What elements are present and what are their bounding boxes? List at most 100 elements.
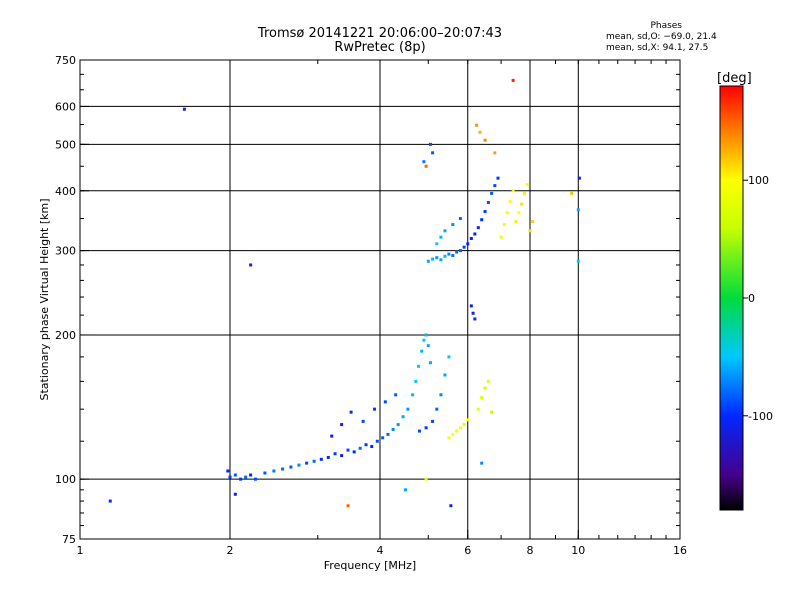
data-point [239, 477, 243, 481]
data-point [511, 189, 515, 193]
x-tick-label: 16 [673, 544, 687, 557]
data-point [272, 469, 276, 473]
data-point [475, 123, 479, 127]
data-point [373, 407, 377, 411]
data-point [435, 256, 439, 260]
data-point [476, 407, 480, 411]
phases-heading: Phases [650, 21, 682, 31]
data-point [364, 443, 368, 447]
data-point [263, 471, 267, 475]
data-point [514, 220, 518, 224]
data-point [249, 263, 253, 267]
data-point [480, 461, 484, 465]
data-point [226, 469, 230, 473]
data-point [424, 164, 428, 168]
data-point [490, 191, 494, 195]
data-point [447, 355, 451, 359]
data-point [333, 452, 337, 456]
data-point [493, 151, 497, 155]
data-point [517, 211, 521, 215]
plot-frame [79, 59, 681, 540]
data-point [383, 400, 387, 404]
data-point [486, 201, 490, 205]
data-point [417, 364, 421, 368]
y-axis-label: Stationary phase Virtual Height [km] [38, 198, 51, 400]
data-point [523, 191, 527, 195]
data-point [340, 454, 344, 458]
data-point [233, 473, 237, 477]
data-point [443, 373, 447, 377]
phase-x-mode-stats: mean, sd,X: 94.1, 27.5 [606, 43, 709, 53]
data-point [422, 160, 426, 164]
x-tick-label: 6 [464, 544, 471, 557]
data-point [431, 151, 435, 155]
data-point [340, 423, 344, 427]
data-point [431, 419, 435, 423]
data-point [451, 254, 455, 258]
data-point [289, 465, 293, 469]
data-point [458, 249, 462, 253]
data-point [469, 236, 473, 240]
data-point [462, 245, 466, 249]
data-point [424, 426, 428, 430]
y-tick-label: 400 [55, 185, 76, 198]
data-point [483, 386, 487, 390]
data-point [426, 344, 430, 348]
data-point [496, 176, 500, 180]
data-point [455, 250, 459, 254]
data-point [352, 450, 356, 454]
data-point [455, 429, 459, 433]
data-point [577, 176, 581, 180]
data-point [431, 257, 435, 261]
data-point [458, 217, 462, 221]
data-point [528, 229, 532, 233]
chart-subtitle: RwPretec (8p) [334, 40, 426, 55]
data-point [525, 183, 529, 187]
data-point [391, 427, 395, 431]
data-point [253, 477, 257, 481]
data-point [469, 304, 473, 308]
data-point [447, 436, 451, 440]
data-point [305, 461, 309, 465]
y-tick-label: 200 [55, 329, 76, 342]
colorbar-tick-label: 100 [748, 174, 769, 187]
data-point [443, 229, 447, 233]
data-point [281, 467, 285, 471]
data-point [478, 130, 482, 134]
data-point [326, 455, 330, 459]
data-point [182, 107, 186, 111]
data-point [458, 426, 462, 430]
data-point [349, 410, 353, 414]
data-point [403, 488, 407, 492]
data-point [233, 492, 237, 496]
data-point [462, 423, 466, 427]
data-point [466, 242, 470, 246]
y-tick-label: 500 [55, 138, 76, 151]
x-tick-label: 1 [77, 544, 84, 557]
data-point [346, 504, 350, 508]
y-tick-label: 750 [55, 54, 76, 67]
data-point [471, 311, 475, 315]
data-point [520, 202, 524, 206]
data-point [435, 242, 439, 246]
data-point [473, 232, 477, 236]
data-point [483, 138, 487, 142]
data-point [414, 379, 418, 383]
x-axis-label: Frequency [MHz] [324, 559, 416, 572]
data-point [493, 184, 497, 188]
data-point [480, 218, 484, 222]
data-point [490, 410, 494, 414]
data-point [439, 393, 443, 397]
data-point [428, 142, 432, 146]
data-point [244, 475, 248, 479]
y-tick-label: 75 [62, 533, 76, 546]
y-tick-label: 600 [55, 100, 76, 113]
data-point [330, 434, 334, 438]
data-point [420, 349, 424, 353]
data-point [417, 429, 421, 433]
data-point [424, 333, 428, 337]
colorbar-label: [deg] [717, 71, 752, 86]
data-point [480, 396, 484, 400]
data-point [531, 220, 535, 224]
